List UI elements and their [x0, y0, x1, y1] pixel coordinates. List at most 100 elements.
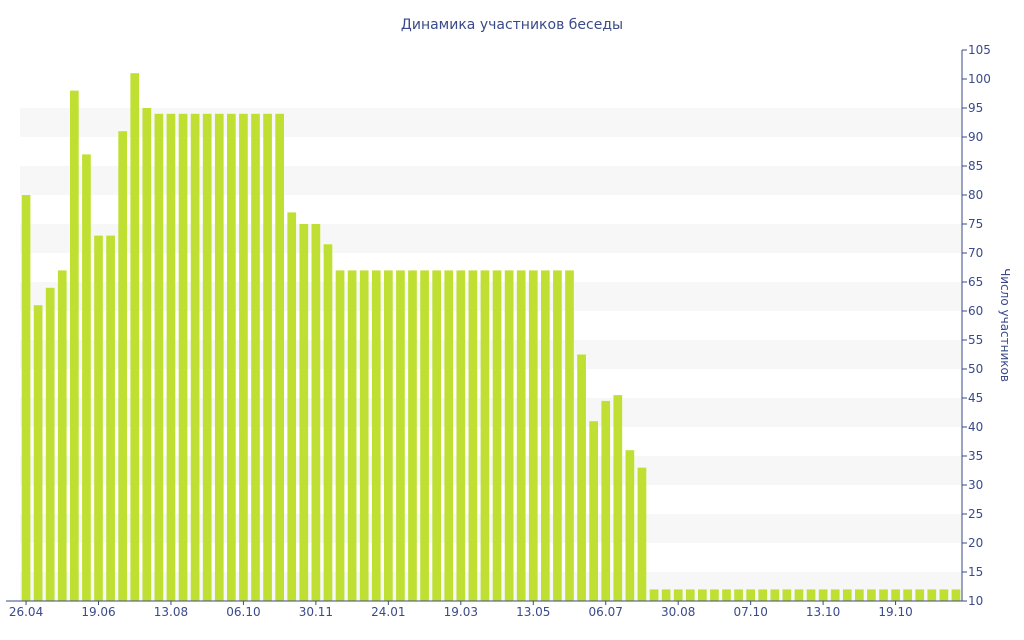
- bar: [867, 589, 876, 601]
- bar: [94, 235, 103, 601]
- bar: [456, 270, 466, 601]
- x-tick-label: 13.05: [516, 605, 550, 619]
- bar: [565, 270, 574, 601]
- y-tick-label: 65: [968, 275, 983, 289]
- x-tick-label: 06.07: [589, 605, 623, 619]
- y-tick-label: 100: [968, 72, 991, 86]
- bar: [710, 589, 719, 601]
- bar: [384, 270, 393, 601]
- y-tick-label: 20: [968, 536, 983, 550]
- bar: [794, 589, 804, 601]
- grid-band: [20, 340, 962, 369]
- x-axis: 26.04 19.06 13.08 06.10 30.11 24.01 19.03 13.05…: [6, 600, 962, 619]
- x-tick-label: 19.06: [81, 605, 115, 619]
- bar: [408, 270, 417, 601]
- y-tick-label: 90: [968, 130, 983, 144]
- bar: [396, 270, 405, 601]
- grid-band: [20, 572, 962, 601]
- x-tick-label: 13.10: [806, 605, 840, 619]
- bar: [649, 589, 659, 601]
- bar: [82, 154, 91, 601]
- bar: [673, 589, 683, 601]
- bar: [770, 589, 780, 601]
- bar: [661, 589, 671, 601]
- bar: [106, 235, 115, 601]
- y-axis-title: Число участников: [998, 268, 1012, 382]
- y-tick-label: 105: [968, 43, 991, 57]
- x-tick-label: 19.03: [444, 605, 478, 619]
- bar: [57, 270, 67, 601]
- bar: [202, 113, 212, 602]
- grid-band: [20, 398, 962, 427]
- y-tick-label: 50: [968, 362, 983, 376]
- bar: [637, 467, 647, 601]
- x-tick-label: 07.10: [733, 605, 767, 619]
- bar: [323, 244, 333, 602]
- bar: [625, 450, 635, 601]
- bar: [335, 270, 345, 601]
- bar: [927, 589, 937, 601]
- y-tick-label: 85: [968, 159, 983, 173]
- y-tick-label: 30: [968, 478, 983, 492]
- bar: [251, 113, 260, 602]
- bar: [528, 270, 538, 601]
- y-tick-label: 55: [968, 333, 983, 347]
- bar: [21, 195, 31, 601]
- bar: [806, 589, 816, 601]
- bar: [239, 113, 248, 602]
- bar: [939, 589, 949, 601]
- bar: [142, 108, 152, 601]
- bar: [275, 113, 285, 602]
- x-tick-label: 06.10: [226, 605, 260, 619]
- bar: [589, 421, 599, 601]
- bar: [758, 589, 768, 601]
- bar: [577, 354, 586, 601]
- bar: [468, 270, 478, 601]
- bars: [21, 73, 961, 602]
- bar: [263, 113, 272, 602]
- bar: [166, 113, 176, 602]
- grid-band: [20, 282, 962, 311]
- x-tick-label: 13.08: [154, 605, 188, 619]
- bar: [347, 270, 357, 601]
- y-tick-label: 60: [968, 304, 983, 318]
- y-tick-label: 35: [968, 449, 983, 463]
- bar: [855, 589, 864, 601]
- bar: [444, 270, 454, 601]
- bar: [359, 270, 369, 601]
- bar: [420, 270, 429, 601]
- x-tick-label: 30.11: [299, 605, 333, 619]
- y-tick-label: 40: [968, 420, 983, 434]
- grid-band: [20, 224, 962, 253]
- bar: [746, 589, 756, 601]
- y-tick-label: 15: [968, 565, 983, 579]
- bar: [734, 589, 743, 601]
- bar: [903, 589, 913, 601]
- bar: [553, 270, 562, 601]
- x-tick-label: 24.01: [371, 605, 405, 619]
- bar: [432, 270, 442, 601]
- bar: [915, 589, 925, 601]
- bar: [722, 589, 731, 601]
- bar: [541, 270, 550, 601]
- x-tick-label: 26.04: [9, 605, 43, 619]
- bar: [842, 589, 852, 601]
- y-tick-label: 95: [968, 101, 983, 115]
- y-tick-label: 45: [968, 391, 983, 405]
- bar: [782, 589, 792, 601]
- bar: [371, 270, 381, 601]
- bar: [227, 113, 236, 602]
- bar: [891, 589, 900, 601]
- bar: [45, 287, 55, 601]
- bar: [613, 395, 623, 601]
- bar: [311, 224, 321, 601]
- bar: [287, 212, 297, 601]
- bar: [685, 589, 695, 601]
- bar: [492, 270, 502, 601]
- chart-title: Динамика участников беседы: [401, 17, 623, 33]
- bar: [214, 113, 224, 602]
- x-tick-label: 30.08: [661, 605, 695, 619]
- y-axis: 10 15 20 25 30 35 40 45 50 55 60 65 70 75 80 85 90 95 100 1…: [961, 43, 991, 608]
- bar: [130, 73, 140, 601]
